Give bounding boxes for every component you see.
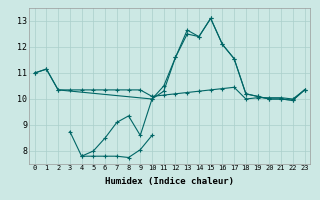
X-axis label: Humidex (Indice chaleur): Humidex (Indice chaleur) <box>105 177 234 186</box>
